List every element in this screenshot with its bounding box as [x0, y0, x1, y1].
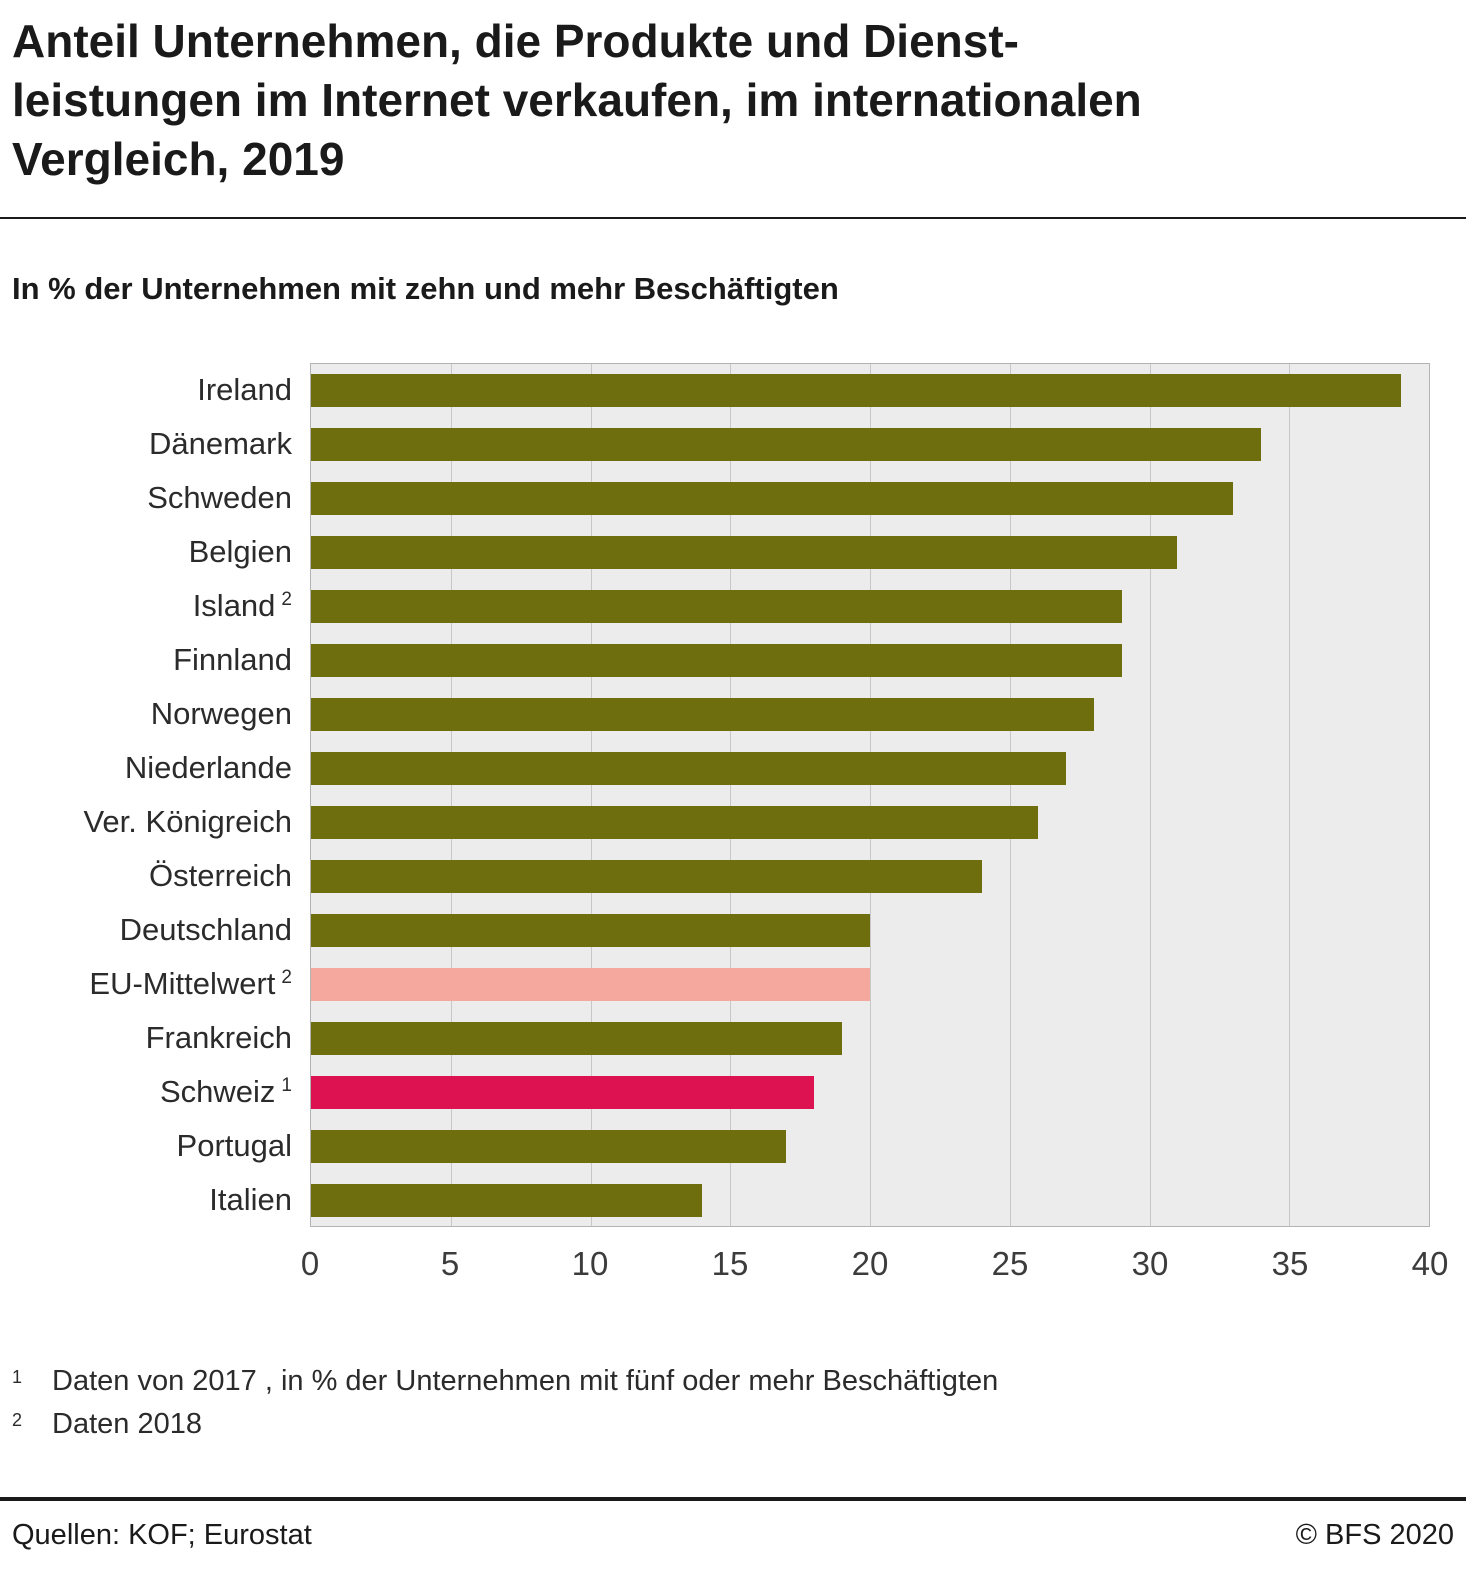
- category-labels: Ireland Dänemark Schweden Belgien Island 2 Fin…: [12, 363, 310, 1299]
- category-label: Belgien: [188, 533, 292, 569]
- title-block: Anteil Unternehmen, die Produkte und Die…: [0, 0, 1466, 189]
- bar-row: [311, 796, 1429, 850]
- footnote: 1 Daten von 2017 , in % der Unternehmen m…: [12, 1365, 1454, 1398]
- category-label: Schweiz 1: [159, 1073, 292, 1109]
- bar-dänemark: [311, 428, 1262, 462]
- bar-row: [311, 634, 1429, 688]
- gridline: [730, 363, 732, 1226]
- bar-italien: [311, 1184, 703, 1218]
- x-tick-label: 25: [991, 1244, 1029, 1282]
- page-title: Anteil Unternehmen, die Produkte und Die…: [12, 12, 1454, 189]
- x-tick-label: 15: [711, 1244, 749, 1282]
- x-tick-label: 30: [1131, 1244, 1169, 1282]
- bar-row: [311, 1120, 1429, 1174]
- bar-norwegen: [311, 698, 1094, 732]
- x-tick-label: 10: [571, 1244, 609, 1282]
- gridline: [1289, 363, 1291, 1226]
- category-label: Österreich: [149, 857, 292, 893]
- category-label: Deutschland: [119, 911, 292, 947]
- x-tick-label: 20: [851, 1244, 889, 1282]
- bar-row: [311, 1066, 1429, 1120]
- category-label: Ver. Königreich: [83, 803, 292, 839]
- bar-row: [311, 1012, 1429, 1066]
- source-text: Quellen: KOF; Eurostat: [12, 1519, 312, 1551]
- footnote-text: Daten 2018: [52, 1407, 202, 1440]
- bar-row: [311, 958, 1429, 1012]
- x-axis: 0 5 10 15 20 25 30 35 40: [301, 1235, 1449, 1299]
- bar-row: [311, 364, 1429, 418]
- category-label: Niederlande: [124, 749, 292, 785]
- gridline: [450, 363, 452, 1226]
- plot-column: 0 5 10 15 20 25 30 35 40: [301, 362, 1449, 1299]
- bar-row: [311, 418, 1429, 472]
- category-label: Italien: [209, 1181, 292, 1217]
- bar-chart: Ireland Dänemark Schweden Belgien Island 2 Fin…: [0, 362, 1466, 1299]
- bar-portugal: [311, 1130, 787, 1164]
- chart-subtitle: In % der Unternehmen mit zehn und mehr B…: [12, 270, 839, 306]
- footer-divider: [0, 1497, 1466, 1501]
- bar-row: [311, 472, 1429, 526]
- category-label: Island 2: [192, 587, 292, 623]
- plot-area: [310, 362, 1430, 1227]
- title-divider: [0, 216, 1466, 219]
- bar-ireland: [311, 374, 1402, 408]
- bar-finnland: [311, 644, 1122, 678]
- footnote-text: Daten von 2017 , in % der Unternehmen mi…: [52, 1364, 999, 1397]
- footer: Quellen: KOF; Eurostat © BFS 2020: [0, 1501, 1466, 1572]
- gridline: [590, 363, 592, 1226]
- title-line-3: Vergleich, 2019: [12, 132, 345, 185]
- bar-eu-mittelwert: [311, 968, 870, 1002]
- footnote-marker: 1: [12, 1366, 23, 1387]
- x-tick-label: 0: [300, 1244, 320, 1282]
- gridline: [1009, 363, 1011, 1226]
- category-label: Ireland: [197, 371, 292, 407]
- x-tick-label: 35: [1271, 1244, 1309, 1282]
- category-label: Schweden: [147, 479, 292, 515]
- bar-island: [311, 590, 1122, 624]
- bar-row: [311, 742, 1429, 796]
- x-tick-label: 40: [1411, 1244, 1449, 1282]
- bar-österreich: [311, 860, 982, 894]
- bar-row: [311, 850, 1429, 904]
- category-label: Portugal: [176, 1127, 292, 1163]
- gridline: [870, 363, 871, 1226]
- title-line-1: Anteil Unternehmen, die Produkte und Die…: [12, 15, 1019, 67]
- category-label: EU-Mittelwert 2: [89, 965, 292, 1001]
- bar-belgien: [311, 536, 1178, 570]
- bar-deutschland: [311, 914, 870, 948]
- footer-block: Quellen: KOF; Eurostat © BFS 2020: [0, 1497, 1466, 1572]
- x-tick-label: 5: [440, 1244, 460, 1282]
- category-label: Norwegen: [150, 695, 292, 731]
- bar-ver-königreich: [311, 806, 1038, 840]
- category-label: Dänemark: [149, 425, 292, 461]
- bar-row: [311, 580, 1429, 634]
- bar-row: [311, 1174, 1429, 1226]
- footnote: 2 Daten 2018: [12, 1408, 1454, 1441]
- copyright-text: © BFS 2020: [1295, 1519, 1454, 1551]
- bar-niederlande: [311, 752, 1066, 786]
- title-line-2: leistungen im Internet verkaufen, im int…: [12, 73, 1142, 126]
- bar-schweden: [311, 482, 1234, 516]
- category-label: Frankreich: [145, 1019, 292, 1055]
- footnote-marker: 2: [12, 1409, 23, 1430]
- bar-row: [311, 688, 1429, 742]
- gridline: [1149, 363, 1151, 1226]
- footnotes: 1 Daten von 2017 , in % der Unternehmen m…: [0, 1365, 1466, 1451]
- bar-frankreich: [311, 1022, 843, 1056]
- category-label: Finnland: [173, 641, 292, 677]
- bar-row: [311, 904, 1429, 958]
- bar-row: [311, 526, 1429, 580]
- bar-schweiz: [311, 1076, 815, 1110]
